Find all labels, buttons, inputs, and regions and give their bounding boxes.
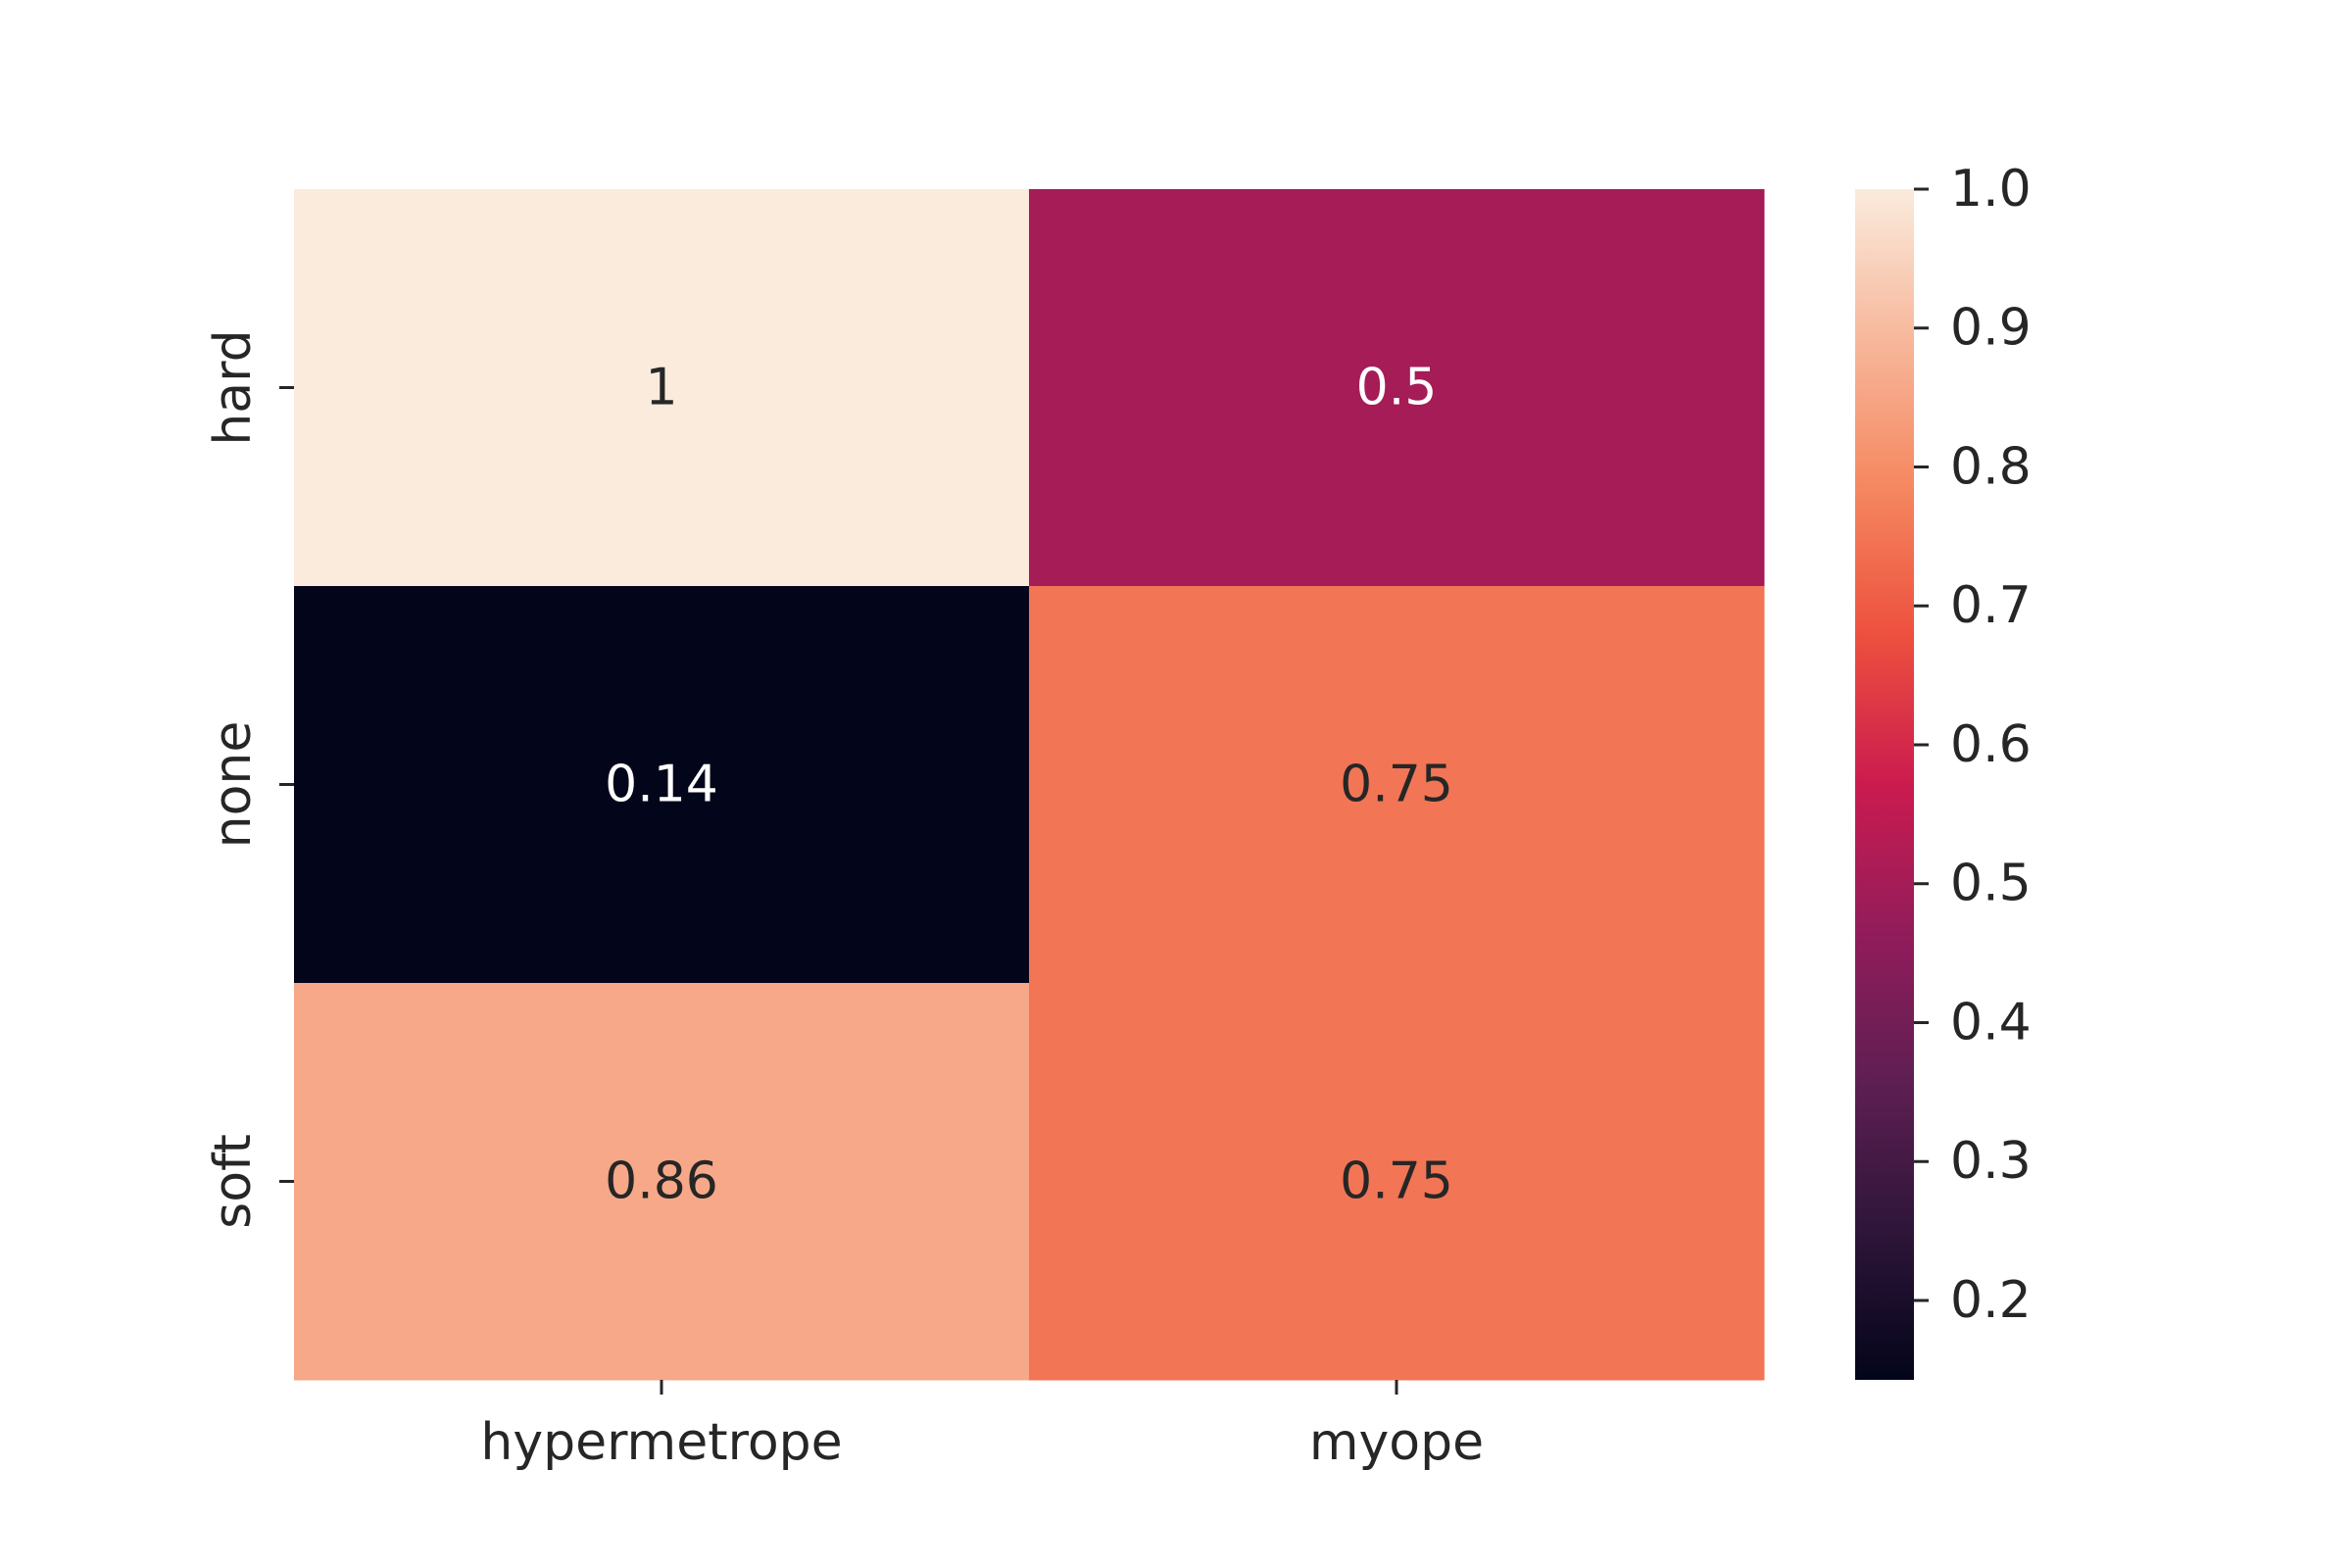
heatmap-cell-hard-hypermetrope (294, 189, 1030, 587)
cell-annotation-none-myope: 0.75 (1340, 756, 1453, 814)
heatmap-cell-soft-hypermetrope (294, 983, 1030, 1381)
colorbar-tick-label-0.3: 0.3 (1950, 1132, 2032, 1191)
x-axis: hypermetrope myope (480, 1380, 1484, 1472)
heatmap-cell-hard-myope (1029, 189, 1765, 587)
colorbar-tick-label-0.5: 0.5 (1950, 855, 2032, 913)
heatmap-cell-labels: 1 0.5 0.14 0.75 0.86 0.75 (605, 359, 1453, 1211)
cell-annotation-hard-hypermetrope: 1 (645, 359, 677, 417)
colorbar-tick-label-0.8: 0.8 (1950, 437, 2032, 496)
x-tick-label-myope: myope (1309, 1413, 1484, 1472)
cell-annotation-soft-myope: 0.75 (1340, 1152, 1453, 1211)
heatmap-cells (294, 189, 1765, 1381)
colorbar-tick-label-0.7: 0.7 (1950, 576, 2032, 635)
colorbar-tick-label-0.2: 0.2 (1950, 1271, 2032, 1330)
colorbar-ticks: 0.2 0.3 0.4 0.5 0.6 0.7 0.8 0.9 1.0 (1914, 160, 2032, 1330)
colorbar-tick-label-1.0: 1.0 (1950, 160, 2032, 219)
y-tick-label-none: none (204, 721, 263, 849)
y-axis: hard none soft (204, 329, 294, 1229)
cell-annotation-hard-myope: 0.5 (1356, 359, 1438, 417)
heatmap-cell-none-myope (1029, 586, 1765, 984)
heatmap-cell-soft-myope (1029, 983, 1765, 1381)
colorbar: 0.2 0.3 0.4 0.5 0.6 0.7 0.8 0.9 1.0 (1855, 160, 2032, 1380)
cell-annotation-soft-hypermetrope: 0.86 (605, 1152, 718, 1211)
heatmap-cell-none-hypermetrope (294, 586, 1030, 984)
cell-annotation-none-hypermetrope: 0.14 (605, 756, 718, 814)
y-tick-label-hard: hard (204, 329, 263, 445)
colorbar-gradient (1855, 189, 1914, 1380)
colorbar-tick-label-0.9: 0.9 (1950, 299, 2032, 358)
colorbar-tick-label-0.6: 0.6 (1950, 715, 2032, 774)
colorbar-tick-label-0.4: 0.4 (1950, 993, 2032, 1052)
x-tick-label-hypermetrope: hypermetrope (480, 1413, 842, 1472)
y-tick-label-soft: soft (204, 1134, 263, 1229)
